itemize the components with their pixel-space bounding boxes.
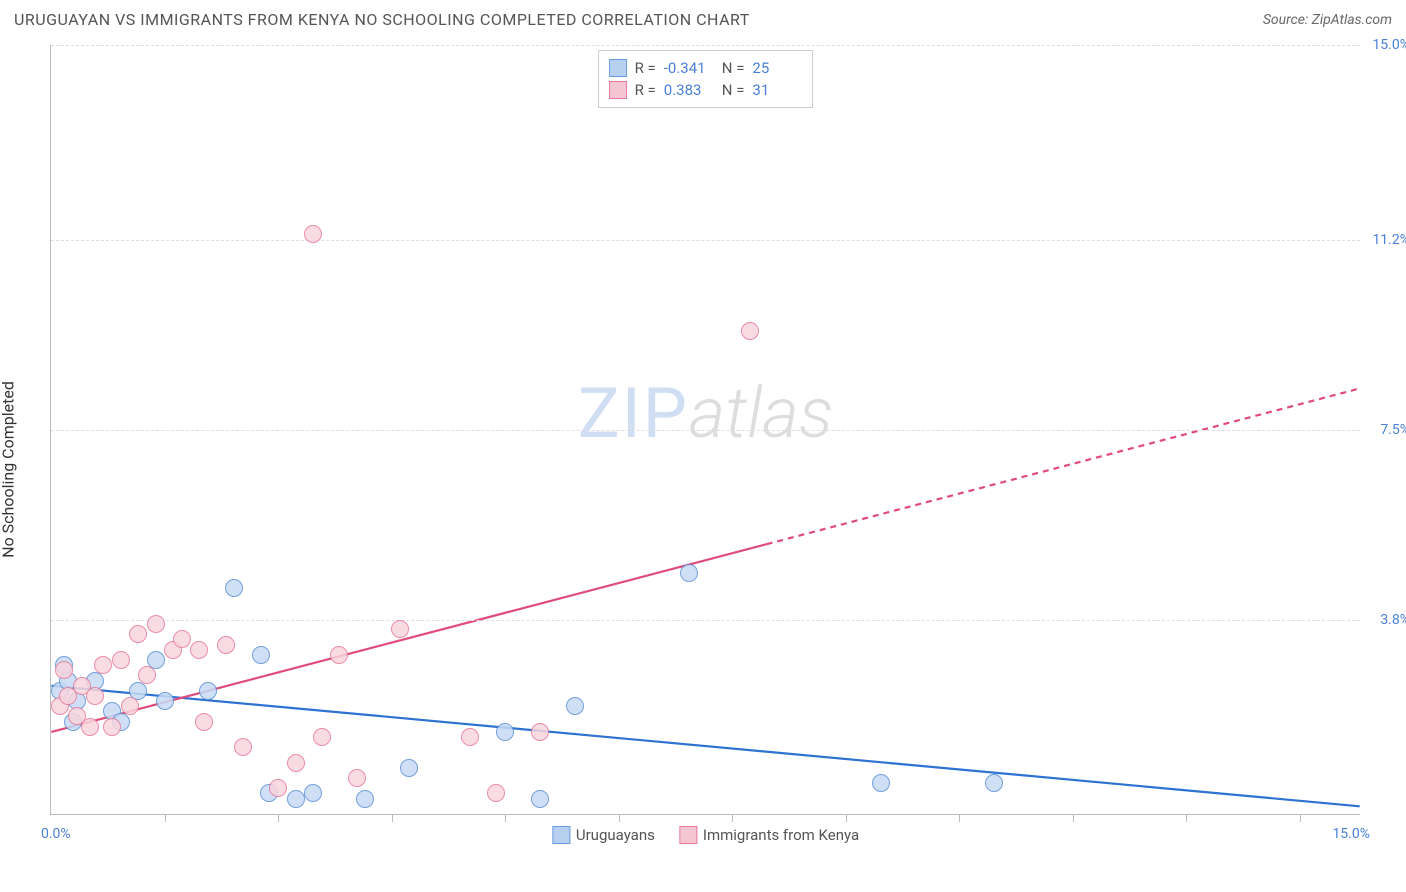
gridline: [51, 45, 1360, 46]
legend-item: Uruguayans: [552, 826, 655, 844]
data-point: [461, 728, 479, 746]
data-point: [112, 651, 130, 669]
stat-n-label: N =: [722, 59, 745, 77]
stat-r-label: R =: [635, 81, 656, 99]
x-tick: [278, 814, 279, 822]
gridline: [51, 430, 1360, 431]
data-point: [531, 723, 549, 741]
legend-item: Immigrants from Kenya: [679, 826, 859, 844]
data-point: [400, 759, 418, 777]
data-point: [287, 754, 305, 772]
data-point: [566, 697, 584, 715]
y-axis-label: No Schooling Completed: [0, 381, 18, 558]
data-point: [156, 692, 174, 710]
data-point: [55, 661, 73, 679]
stat-r-value: 0.383: [664, 81, 714, 99]
data-point: [496, 723, 514, 741]
data-point: [195, 713, 213, 731]
chart-area: No Schooling Completed ZIPatlas R = -0.34…: [0, 35, 1406, 885]
data-point: [391, 620, 409, 638]
data-point: [330, 646, 348, 664]
x-tick: [959, 814, 960, 822]
data-point: [348, 769, 366, 787]
series-legend: Uruguayans Immigrants from Kenya: [552, 826, 859, 844]
x-tick: [392, 814, 393, 822]
stat-n-value: 25: [752, 59, 802, 77]
x-tick: [505, 814, 506, 822]
chart-source: Source: ZipAtlas.com: [1263, 12, 1392, 28]
data-point: [287, 790, 305, 808]
gridline: [51, 620, 1360, 621]
chart-title: URUGUAYAN VS IMMIGRANTS FROM KENYA NO SC…: [14, 10, 750, 29]
data-point: [356, 790, 374, 808]
data-point: [190, 641, 208, 659]
y-tick-label: 3.8%: [1365, 612, 1406, 628]
data-point: [138, 666, 156, 684]
data-point: [872, 774, 890, 792]
data-point: [94, 656, 112, 674]
x-tick: [846, 814, 847, 822]
data-point: [680, 564, 698, 582]
x-tick: [619, 814, 620, 822]
data-point: [225, 579, 243, 597]
chart-header: URUGUAYAN VS IMMIGRANTS FROM KENYA NO SC…: [0, 0, 1406, 35]
y-tick-label: 15.0%: [1365, 37, 1406, 53]
y-tick-label: 7.5%: [1365, 422, 1406, 438]
data-point: [217, 636, 235, 654]
x-tick: [1300, 814, 1301, 822]
stat-n-label: N =: [722, 81, 745, 99]
data-point: [304, 784, 322, 802]
data-point: [304, 225, 322, 243]
data-point: [199, 682, 217, 700]
data-point: [86, 687, 104, 705]
stat-r-value: -0.341: [664, 59, 714, 77]
data-point: [531, 790, 549, 808]
data-point: [147, 615, 165, 633]
stats-row: R = 0.383 N = 31: [609, 79, 803, 101]
data-point: [741, 322, 759, 340]
data-point: [173, 630, 191, 648]
data-point: [234, 738, 252, 756]
data-point: [269, 779, 287, 797]
series-swatch: [609, 59, 627, 77]
data-point: [985, 774, 1003, 792]
data-point: [103, 718, 121, 736]
series-swatch: [552, 826, 570, 844]
x-tick: [1073, 814, 1074, 822]
data-point: [81, 718, 99, 736]
x-axis-min-label: 0.0%: [41, 826, 71, 842]
stats-row: R = -0.341 N = 25: [609, 57, 803, 79]
data-point: [252, 646, 270, 664]
y-tick-label: 11.2%: [1365, 232, 1406, 248]
stat-r-label: R =: [635, 59, 656, 77]
stat-n-value: 31: [752, 81, 802, 99]
correlation-stats-box: R = -0.341 N = 25 R = 0.383 N = 31: [598, 50, 814, 108]
data-point: [487, 784, 505, 802]
x-axis-max-label: 15.0%: [1332, 826, 1370, 842]
legend-label: Immigrants from Kenya: [703, 826, 859, 844]
series-swatch: [609, 81, 627, 99]
x-tick: [732, 814, 733, 822]
legend-label: Uruguayans: [576, 826, 655, 844]
series-swatch: [679, 826, 697, 844]
plot-region: ZIPatlas R =-0.341N =25R =0.383N =31 0.0…: [50, 45, 1360, 815]
watermark: ZIPatlas: [578, 373, 833, 455]
x-tick: [165, 814, 166, 822]
data-point: [313, 728, 331, 746]
gridline: [51, 240, 1360, 241]
data-point: [121, 697, 139, 715]
data-point: [129, 625, 147, 643]
x-tick: [1186, 814, 1187, 822]
